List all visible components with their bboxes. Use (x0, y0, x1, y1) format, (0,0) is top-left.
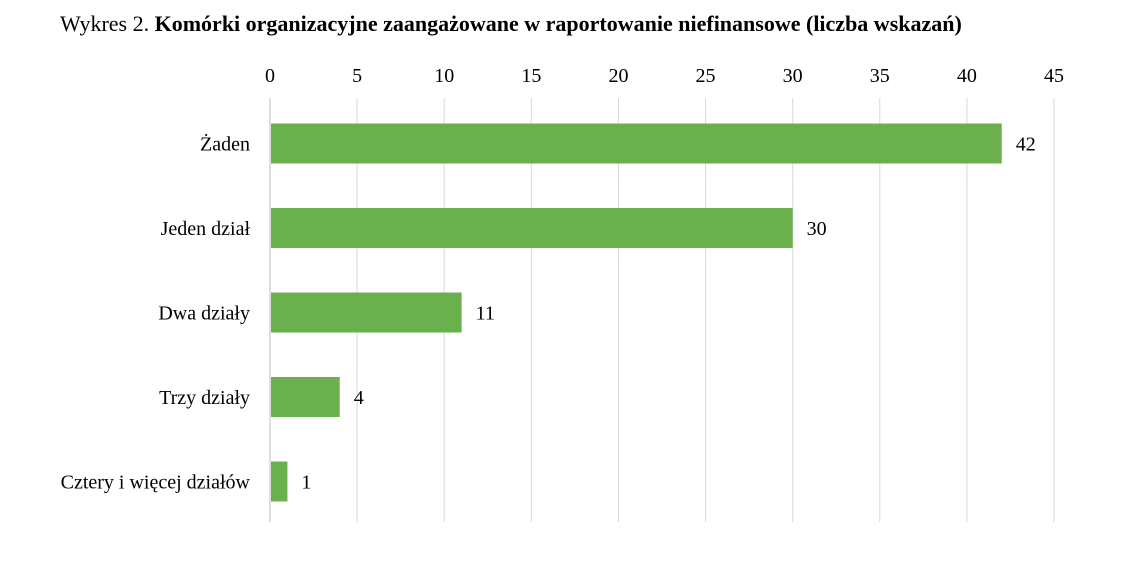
x-tick-label: 15 (521, 65, 541, 87)
bar (271, 292, 462, 333)
data-label: 1 (301, 472, 311, 494)
x-tick-label: 20 (608, 65, 628, 87)
data-label: 11 (476, 303, 495, 325)
x-tick-label: 0 (265, 65, 275, 87)
data-label: 42 (1016, 134, 1036, 156)
chart-title: Wykres 2. Komórki organizacyjne zaangażo… (60, 11, 962, 37)
data-label: 30 (807, 218, 827, 240)
chart-title-main: Komórki organizacyjne zaangażowane w rap… (154, 11, 962, 36)
chart-title-prefix: Wykres 2. (60, 11, 155, 36)
x-tick-label: 45 (1044, 65, 1064, 87)
x-tick-label: 35 (870, 65, 890, 87)
category-label: Jeden dział (161, 218, 251, 240)
x-tick-label: 30 (783, 65, 803, 87)
bar (271, 377, 340, 417)
category-label: Żaden (200, 133, 250, 156)
bar (271, 461, 288, 502)
category-label: Dwa działy (158, 303, 250, 325)
bar (271, 123, 1002, 164)
x-tick-label: 25 (696, 65, 716, 87)
x-tick-label: 5 (352, 65, 362, 87)
data-label: 4 (354, 387, 364, 409)
bar (271, 208, 793, 248)
x-tick-label: 40 (957, 65, 977, 87)
category-label: Trzy działy (159, 387, 250, 409)
category-label: Cztery i więcej działów (61, 472, 251, 494)
x-tick-label: 10 (434, 65, 454, 87)
